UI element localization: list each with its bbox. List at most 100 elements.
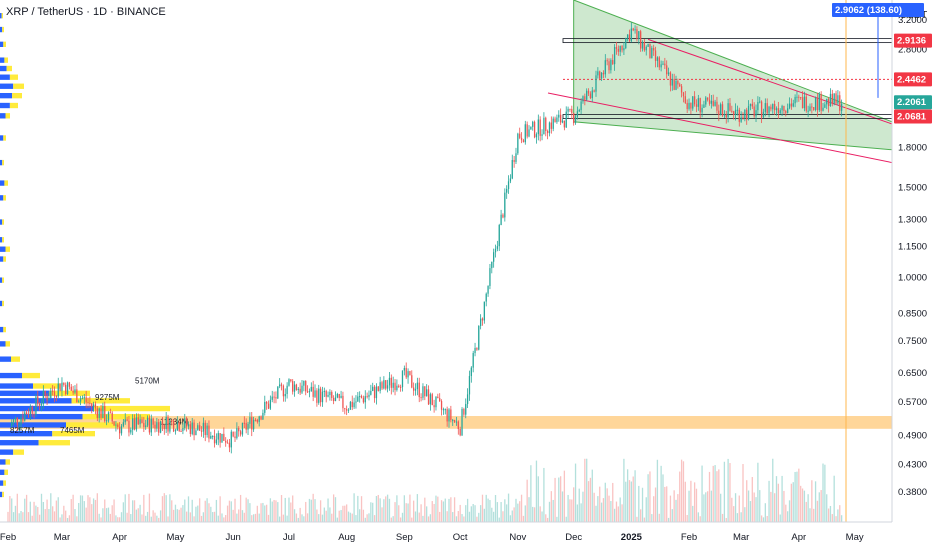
candle-body [401,370,404,388]
volume-bar [37,507,39,522]
candle-body [610,60,612,71]
candle-body [822,107,824,111]
volume-bar [230,501,232,522]
x-tick-label: Feb [0,532,16,543]
candle-body [537,119,539,135]
candle-body [491,261,493,269]
candle-body [552,118,554,129]
volume-bar [401,512,404,522]
candle-body [811,106,813,108]
volume-bar [388,498,391,522]
volume-bar [254,513,257,522]
volume-profile-bar [0,180,5,186]
price-label-text: 2.4462 [897,74,926,85]
volume-bar [595,505,597,522]
volume-profile-bar [3,256,6,262]
volume-bar [225,515,227,522]
candle-body [669,72,672,86]
volume-bar [381,507,383,522]
volume-bar [424,497,426,522]
y-tick-label: 3.2000 [898,15,927,26]
volume-bar [68,515,71,522]
candle-body [113,421,115,426]
candle-body [522,140,525,143]
volume-bar [98,513,100,522]
volume-profile-bar [0,74,10,80]
candle-body [587,90,590,94]
candle-body [705,97,707,105]
volume-profile-bar [0,390,50,396]
volume-bar [94,499,97,522]
candle-body [556,117,558,123]
price-label-box [894,72,932,87]
candle-body [346,409,348,411]
candle-body [677,80,679,85]
candle-body [347,409,350,411]
price-label-text: 2.2061 [897,97,927,108]
candle-body [364,396,366,403]
candle-body [504,192,506,218]
candle-body [831,93,833,104]
candle-body [308,391,311,393]
candle-body [511,160,513,179]
volume-profile-bar [13,83,24,89]
volume-profile-bar [0,65,7,72]
volume-bar [329,507,331,522]
candle-body [733,111,735,115]
candle-body [178,422,180,431]
candle-body [411,375,413,388]
volume-bar [243,512,245,522]
volume-profile-bar [0,440,39,446]
candle-body [788,103,791,109]
volume-bar [723,461,726,522]
candle-body [578,110,580,112]
candle-body [247,423,249,430]
volume-bar [267,514,270,522]
candle-body [359,396,361,398]
candle-body [232,431,234,437]
volume-bar [818,492,820,522]
volume-bar [9,496,11,522]
candle-body [213,435,216,444]
volume-bar [608,495,610,522]
candle-body [513,160,515,162]
volume-bar [200,515,203,522]
volume-bar [76,516,78,522]
candle-body [563,120,566,128]
candle-body [388,377,391,386]
candle-body [91,403,93,407]
candle-body [372,386,374,391]
volume-bar [731,497,733,522]
volume-bar [775,476,778,522]
candle-body [33,413,35,415]
volume-profile-bar [2,300,4,307]
volume-bar [465,505,467,522]
candle-body [258,416,260,422]
volume-bar [42,501,45,522]
volume-bar [777,483,780,522]
candle-body [483,301,486,321]
volume-profile-bar [52,431,95,437]
candle-body [630,28,633,42]
volume-bar [327,498,329,522]
candle-body [461,409,463,436]
candle-body [541,134,543,136]
candle-body [353,402,355,408]
candle-body [470,367,472,377]
volume-bar [150,516,152,522]
volume-bar [679,471,681,522]
trend-line-lower [547,92,893,164]
candle-body [692,96,694,109]
volume-bar [558,477,560,522]
volume-bar [766,515,768,522]
volume-bar [331,513,333,522]
candle-body [450,409,452,420]
candle-body [671,78,673,86]
volume-bar [213,511,216,522]
volume-bar [171,500,173,522]
volume-bar [528,497,530,522]
candle-body [318,388,320,403]
volume-bar [647,474,649,522]
volume-bar [319,500,322,522]
